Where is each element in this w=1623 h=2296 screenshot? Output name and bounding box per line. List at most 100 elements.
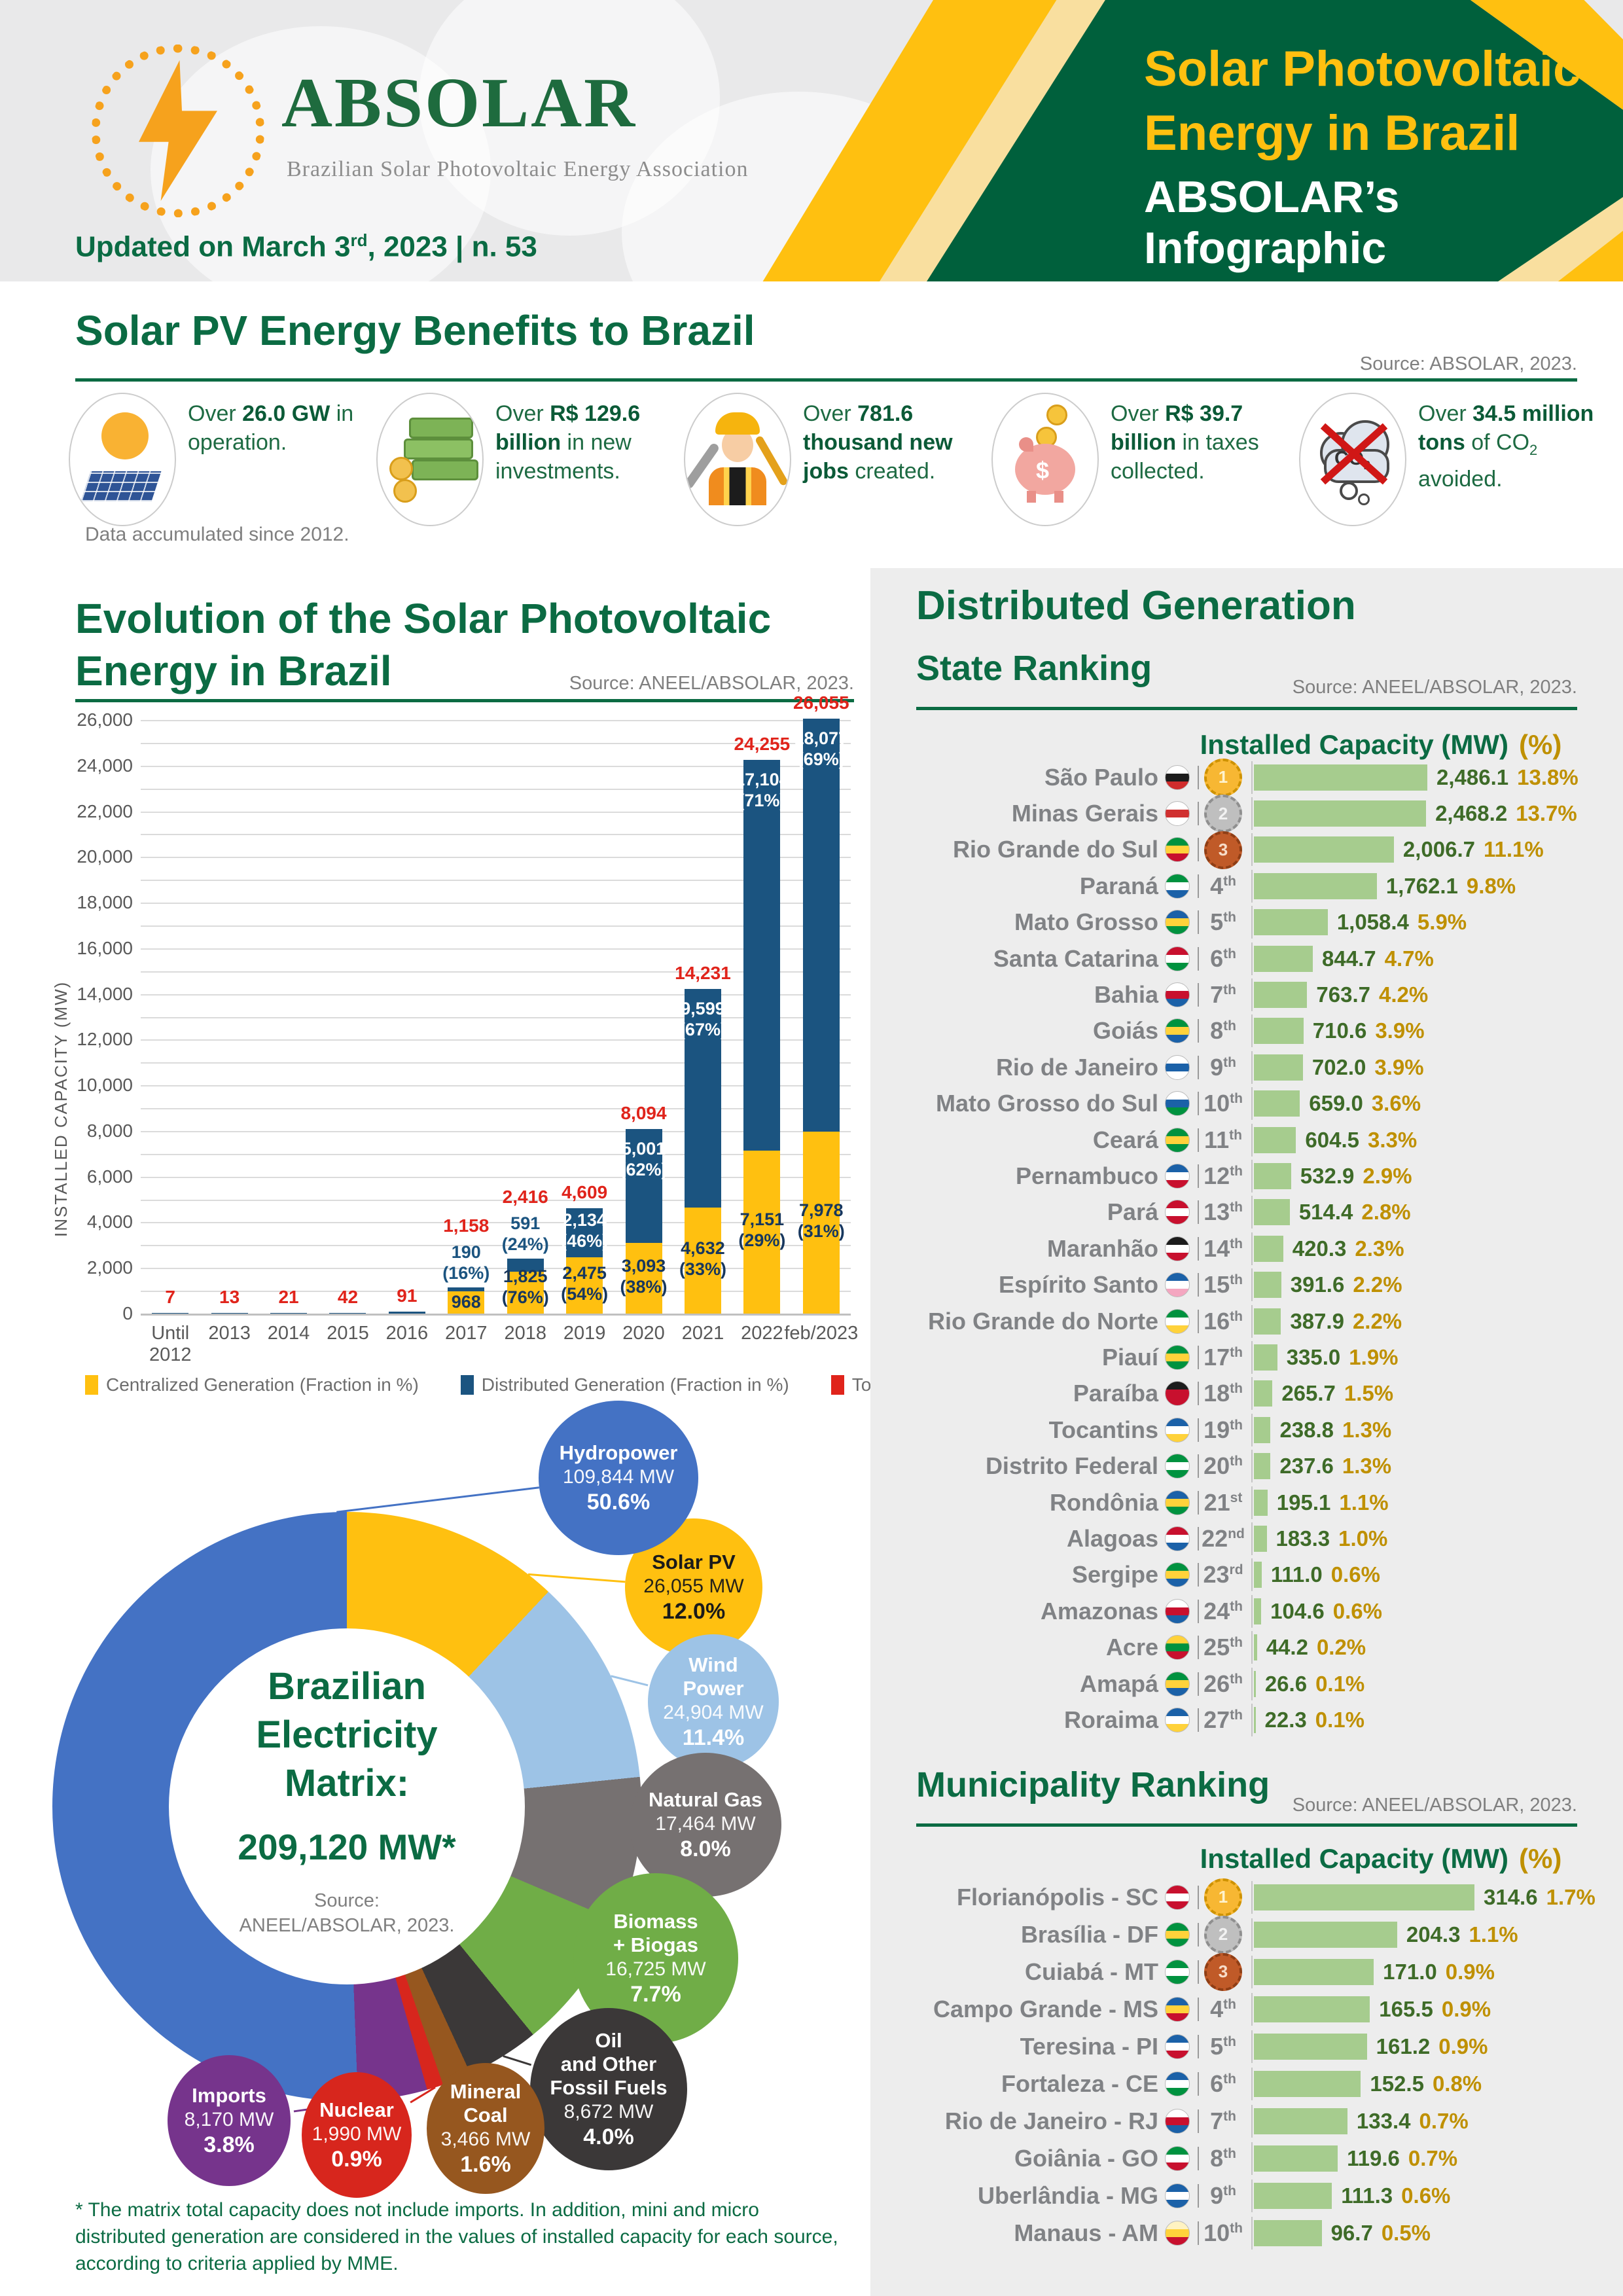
bar-wrap: 387.9 2.2% — [1251, 1304, 1402, 1338]
ranking-position: 9th — [1210, 1053, 1236, 1081]
bar-wrap: 2,486.1 13.8% — [1251, 761, 1578, 794]
donut-hole — [169, 1628, 525, 1984]
ranking-position: 25th — [1204, 1634, 1243, 1661]
ranking-row: Amazonas 24th 104.6 0.6% — [870, 1593, 1623, 1629]
ranking-name: Mato Grosso do Sul — [935, 1090, 1158, 1117]
connector-line — [611, 1675, 649, 1687]
dg-value-label: 9,599 (67%) — [679, 998, 726, 1039]
divider — [1198, 765, 1199, 789]
y-axis-tick-label: 18,000 — [77, 892, 133, 913]
capacity-value: 604.5 — [1305, 1127, 1360, 1152]
gold-medal-icon: 1 — [1204, 1878, 1242, 1916]
ranking-row: Piauí 17th 335.0 1.9% — [870, 1339, 1623, 1375]
bar-wrap: 119.6 0.7% — [1251, 2142, 1457, 2175]
ranking-name: Amapá — [1079, 1670, 1158, 1697]
bubble-icon — [1358, 493, 1370, 505]
matrix-total: 209,120 MW* — [238, 1827, 456, 1867]
bubble-percent: 12.0% — [662, 1599, 726, 1624]
bubble-name: Coal — [463, 2104, 508, 2126]
total-value-label: 26,055 — [793, 692, 849, 713]
capacity-percent: 4.7% — [1384, 946, 1434, 971]
bubble-value: 8,672 MW — [563, 2101, 654, 2123]
bubble-name: Mineral — [450, 2080, 522, 2103]
x-axis-category-label: feb/2023 — [784, 1323, 859, 1344]
flag-icon — [1165, 1635, 1190, 1660]
axis-tick — [1251, 1196, 1253, 1229]
solar-panel-icon — [80, 471, 162, 501]
col-percent: (%) — [1519, 1843, 1562, 1874]
divider — [1198, 1273, 1199, 1297]
bar-wrap: 183.3 1.0% — [1251, 1522, 1388, 1556]
capacity-percent: 0.9% — [1441, 1996, 1491, 2021]
benefit-text-sub: 2 — [1529, 441, 1538, 458]
piggy-bank-icon: $ — [991, 393, 1099, 526]
benefit-text-bold: 26.0 GW — [242, 401, 336, 426]
banner-title-line2: Energy in Brazil — [1144, 105, 1520, 161]
bubble-name: Natural Gas — [648, 1788, 762, 1811]
matrix-bubble-hydropower: Hydropower 109,844 MW 50.6% — [539, 1401, 698, 1555]
piggy-leg-icon — [1054, 491, 1063, 503]
axis-tick — [1251, 761, 1253, 794]
ranking-position: 21st — [1204, 1488, 1243, 1516]
gridline — [141, 1130, 851, 1132]
bubble-name: Wind — [688, 1653, 738, 1676]
ranking-position: 5th — [1210, 2032, 1236, 2060]
ranking-name: Paraná — [1079, 872, 1158, 899]
dg-value-label: 18,077 (69%) — [794, 728, 849, 770]
money-stack-icon — [409, 418, 473, 439]
connector-line — [336, 1486, 540, 1513]
ranking-position: 7th — [1210, 2107, 1236, 2134]
ranking-name: Rio de Janeiro - RJ — [944, 2107, 1158, 2134]
divider — [1198, 1922, 1199, 1946]
total-value-label: 7 — [165, 1286, 175, 1307]
ranking-position: 14th — [1204, 1234, 1243, 1262]
ranking-name: Tocantins — [1048, 1416, 1158, 1443]
capacity-percent: 1.0% — [1338, 1526, 1388, 1551]
capacity-bar — [1254, 1921, 1397, 1948]
distributed-generation-panel: Distributed Generation State Ranking Sou… — [870, 568, 1623, 2296]
y-axis-tick-label: 22,000 — [77, 800, 133, 821]
distributed-generation-bar — [448, 1287, 485, 1292]
axis-tick — [1251, 833, 1253, 867]
benefit-item: Over 781.6 thousand new jobs created. — [684, 393, 991, 537]
bubble-name: Oil — [595, 2029, 622, 2052]
bar-wrap: 96.7 0.5% — [1251, 2216, 1431, 2250]
capacity-value: 204.3 — [1406, 1922, 1461, 1946]
money-stack-icon — [412, 459, 478, 480]
benefit-text-pre: Over — [188, 401, 243, 426]
ranking-row: Rio Grande do Sul 3 2,006.7 11.1% — [870, 831, 1623, 869]
capacity-bar — [1254, 1235, 1283, 1262]
bar-wrap: 152.5 0.8% — [1251, 2067, 1482, 2100]
capacity-value: 532.9 — [1300, 1164, 1355, 1189]
capacity-value: 133.4 — [1356, 2108, 1411, 2133]
capacity-bar — [1254, 1453, 1271, 1480]
bar-wrap: 133.4 0.7% — [1251, 2104, 1469, 2138]
flag-icon — [1165, 2071, 1190, 2096]
ranking-position: 9th — [1210, 2181, 1236, 2209]
ranking-position: 3 — [1199, 831, 1247, 869]
gridline — [141, 857, 851, 859]
axis-tick — [1251, 2142, 1253, 2175]
capacity-bar — [1254, 1344, 1277, 1371]
flag-icon — [1165, 1091, 1190, 1117]
ranking-row: Cuiabá - MT 3 171.0 0.9% — [870, 1952, 1623, 1991]
axis-tick — [1251, 1918, 1253, 1951]
co2-cloud-icon: CO2 — [1299, 393, 1406, 526]
gridline — [141, 1108, 851, 1110]
ranking-row: Manaus - AM 10th 96.7 0.5% — [870, 2214, 1623, 2251]
x-axis-category-label: 2017 — [445, 1323, 488, 1344]
capacity-percent: 1.9% — [1349, 1345, 1399, 1370]
divider — [1198, 1019, 1199, 1043]
capacity-value: 2,468.2 — [1435, 801, 1508, 826]
bubble-name: Hydropower — [559, 1441, 678, 1464]
gridline — [141, 925, 851, 927]
absolar-wordmark: ABSOLAR — [281, 64, 637, 142]
bronze-medal-icon: 3 — [1204, 831, 1242, 869]
municipality-ranking-title: Municipality Ranking — [916, 1765, 1270, 1804]
bar-wrap: 237.6 1.3% — [1251, 1450, 1391, 1483]
bubble-percent: 3.8% — [204, 2132, 255, 2157]
capacity-value: 2,006.7 — [1402, 837, 1475, 862]
ranking-name: Alagoas — [1066, 1525, 1158, 1552]
legend-swatch — [460, 1375, 474, 1395]
flag-icon — [1165, 2034, 1190, 2059]
